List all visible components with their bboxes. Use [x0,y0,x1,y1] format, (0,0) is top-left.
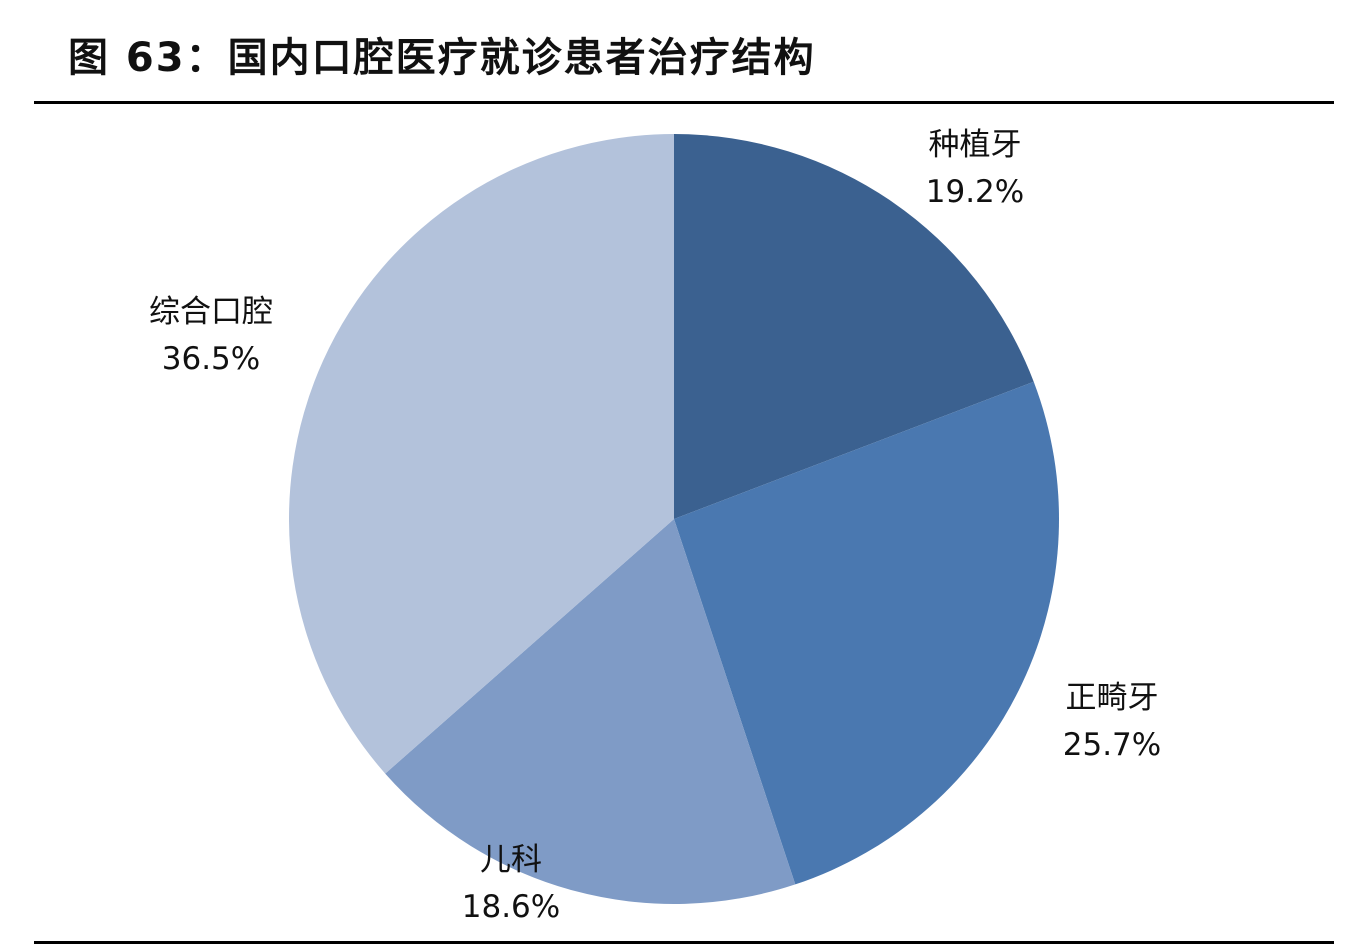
slice-percent-label: 25.7% [1063,727,1161,763]
pie-slice-3 [385,519,796,904]
title-rule [34,101,1334,104]
pie-slices [288,133,1060,904]
slice-category-label: 正畸牙 [1066,680,1159,716]
slice-category-label: 儿科 [480,842,542,878]
figure-title: 图 63：国内口腔医疗就诊患者治疗结构 [68,35,816,81]
slice-percent-label: 19.2% [926,174,1024,210]
slice-percent-label: 36.5% [162,341,260,377]
bottom-rule [34,941,1334,944]
pie-slice-2 [674,381,1060,885]
pie-slice-1 [674,134,1034,519]
pie-slice-4 [288,133,674,774]
pie-labels: 种植牙 19.2% 正畸牙 25.7% 儿科 18.6% 综合口腔 36.5% [149,127,1161,925]
slice-category-label: 种植牙 [929,127,1022,163]
slice-percent-label: 18.6% [462,889,560,925]
slice-category-label: 综合口腔 [149,294,273,330]
